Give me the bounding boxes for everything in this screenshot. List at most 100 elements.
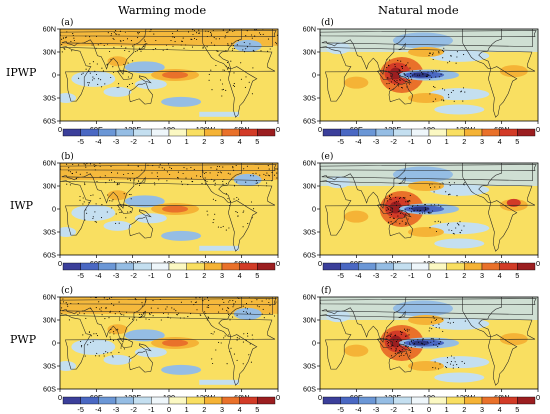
row-label-pwp: PWP — [10, 333, 37, 346]
colorbar-swatch — [80, 128, 99, 137]
lat-tick-label: 0 — [52, 71, 56, 80]
colorbar-tick-label: -5 — [77, 405, 84, 414]
row-label-iwp: IWP — [10, 199, 34, 212]
lat-tick-label: 30N — [43, 48, 56, 57]
colorbar-tick-label: -5 — [77, 137, 84, 146]
colorbar-tick-label: -1 — [408, 137, 415, 146]
colorbar-swatch — [257, 262, 276, 271]
lon-tick-label: 0 — [318, 259, 322, 268]
anomaly-field — [60, 29, 278, 121]
lat-tick-label: 60N — [303, 293, 316, 302]
colorbar-tick-label: -1 — [408, 271, 415, 280]
colorbar: -5 -4 -3 -2 -1 0 1 2 3 4 5 — [62, 128, 276, 146]
lat-tick-label: 30S — [43, 228, 56, 237]
colorbar-tick-label: -1 — [148, 405, 155, 414]
lat-tick-label: 30S — [303, 228, 316, 237]
colorbar-tick-label: 3 — [480, 271, 484, 280]
lon-tick-label: 0 — [58, 259, 62, 268]
colorbar-swatch — [239, 128, 258, 137]
colorbar-tick-label: -4 — [95, 137, 102, 146]
colorbar-swatch — [393, 396, 412, 405]
colorbar-swatch — [340, 396, 359, 405]
colorbar-swatch — [239, 262, 258, 271]
colorbar-swatch — [168, 262, 187, 271]
colorbar-swatch — [221, 262, 240, 271]
colorbar-swatch — [115, 262, 134, 271]
lat-tick-label: 0 — [312, 339, 316, 348]
lon-tick-label: 0 — [318, 125, 322, 134]
colorbar-swatch — [322, 128, 341, 137]
colorbar-tick-label: 1 — [185, 137, 189, 146]
anomaly-field — [60, 163, 278, 255]
colorbar-swatch — [464, 128, 483, 137]
colorbar-tick-label: 3 — [480, 137, 484, 146]
colorbar-swatch — [133, 128, 152, 137]
colorbar-tick-label: -3 — [373, 137, 380, 146]
colorbar-swatch — [340, 128, 359, 137]
panel-b: 60N30N030S60S060E120E180120W60W0(b)-5-4-… — [35, 148, 285, 280]
colorbar-swatch — [133, 262, 152, 271]
lat-tick-label: 60S — [303, 251, 316, 260]
anomaly-field — [60, 297, 278, 389]
colorbar-tick-label: 3 — [220, 137, 224, 146]
map-svg: 60N30N030S60S060E120E180120W60W0(e)-5-4-… — [303, 151, 540, 280]
colorbar-tick-label: -3 — [373, 271, 380, 280]
colorbar-tick-label: 1 — [185, 405, 189, 414]
colorbar-swatch — [411, 262, 430, 271]
colorbar-swatch — [464, 262, 483, 271]
colorbar-swatch — [446, 396, 465, 405]
colorbar-swatch — [62, 262, 81, 271]
colorbar-tick-label: 5 — [255, 271, 259, 280]
column-title-warming: Warming mode — [118, 3, 207, 17]
colorbar-swatch — [204, 128, 223, 137]
lon-tick-label: 0 — [58, 125, 62, 134]
coastlines — [320, 29, 537, 118]
lat-tick-label: 60N — [303, 159, 316, 168]
map-svg: 60N30N030S60S060E120E180120W60W0(f)-5-4-… — [303, 285, 540, 414]
colorbar-tick-label: -1 — [148, 271, 155, 280]
lat-tick-label: 60N — [43, 293, 56, 302]
colorbar-swatch — [239, 396, 258, 405]
coastlines — [60, 163, 277, 252]
colorbar-tick-label: -3 — [113, 405, 120, 414]
panel-label: (c) — [61, 285, 73, 296]
colorbar-tick-label: 2 — [462, 405, 466, 414]
significance-stippling — [386, 47, 466, 102]
lon-tick-label: 0 — [536, 125, 540, 134]
colorbar-swatch — [322, 396, 341, 405]
colorbar-swatch — [186, 396, 205, 405]
map-svg: 60N30N030S60S060E120E180120W60W0(a)-5-4-… — [43, 17, 280, 146]
panel-e: 60N30N030S60S060E120E180120W60W0(e)-5-4-… — [295, 148, 545, 280]
panel-label: (d) — [321, 17, 334, 28]
colorbar-tick-label: 4 — [498, 271, 502, 280]
colorbar-tick-label: 1 — [445, 137, 449, 146]
colorbar-tick-label: 4 — [238, 271, 242, 280]
lat-tick-label: 30S — [43, 362, 56, 371]
colorbar: -5 -4 -3 -2 -1 0 1 2 3 4 5 — [322, 128, 536, 146]
colorbar-tick-label: 5 — [255, 137, 259, 146]
lat-tick-label: 60N — [303, 25, 316, 34]
colorbar-swatch — [358, 262, 377, 271]
colorbar-tick-label: 2 — [202, 271, 206, 280]
colorbar-swatch — [375, 396, 394, 405]
colorbar-tick-label: -5 — [337, 271, 344, 280]
colorbar-swatch — [80, 396, 99, 405]
colorbar-tick-label: 3 — [220, 271, 224, 280]
colorbar-tick-label: 0 — [167, 405, 171, 414]
colorbar-swatch — [499, 262, 518, 271]
lon-tick-label: 0 — [58, 393, 62, 402]
coastlines — [320, 297, 537, 386]
colorbar-swatch — [481, 396, 500, 405]
colorbar-tick-label: -2 — [390, 405, 397, 414]
colorbar-swatch — [428, 262, 447, 271]
colorbar-tick-label: 1 — [445, 271, 449, 280]
coastlines — [60, 29, 277, 118]
colorbar-swatch — [499, 396, 518, 405]
anomaly-field — [320, 163, 538, 255]
colorbar-swatch — [375, 128, 394, 137]
significance-stippling — [66, 163, 278, 231]
lon-tick-label: 0 — [276, 125, 280, 134]
colorbar-tick-label: -4 — [355, 137, 362, 146]
colorbar-swatch — [168, 396, 187, 405]
map-svg: 60N30N030S60S060E120E180120W60W0(d)-5-4-… — [303, 17, 540, 146]
